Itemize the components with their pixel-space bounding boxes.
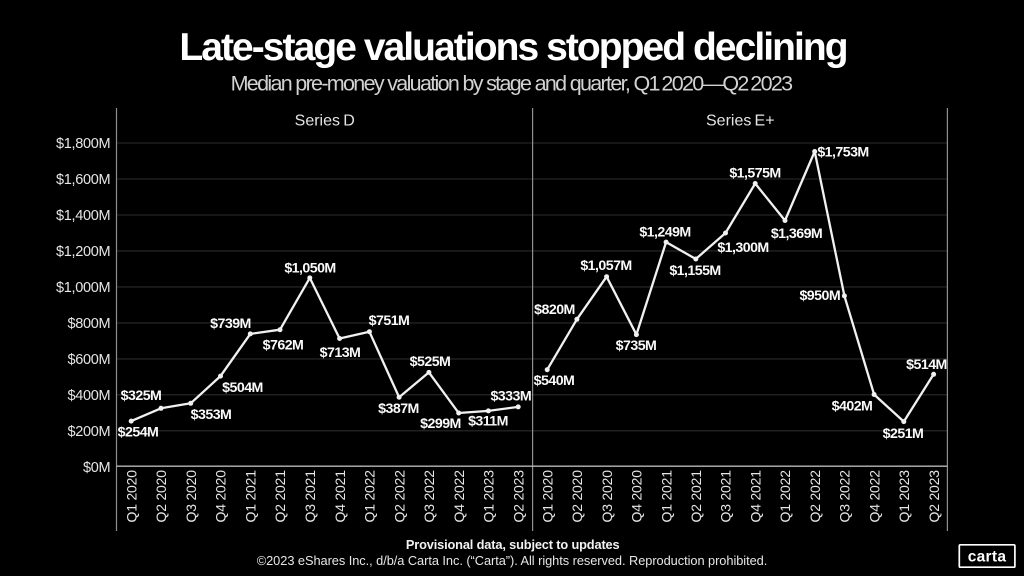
svg-text:Q3 2021: Q3 2021 bbox=[718, 470, 734, 523]
svg-text:$1,155M: $1,155M bbox=[669, 263, 720, 279]
svg-text:Q2 2023: Q2 2023 bbox=[926, 470, 942, 523]
svg-text:$1,600M: $1,600M bbox=[56, 172, 110, 188]
svg-text:Q4 2020: Q4 2020 bbox=[629, 470, 645, 523]
svg-text:©2023 eShares Inc., d/b/a Cart: ©2023 eShares Inc., d/b/a Carta Inc. (“C… bbox=[257, 553, 768, 568]
svg-text:$600M: $600M bbox=[67, 352, 110, 368]
svg-text:$1,753M: $1,753M bbox=[817, 145, 868, 161]
svg-text:Q1 2023: Q1 2023 bbox=[896, 470, 912, 523]
svg-text:$254M: $254M bbox=[118, 425, 159, 441]
svg-text:Q1 2023: Q1 2023 bbox=[481, 470, 497, 523]
svg-text:Q4 2020: Q4 2020 bbox=[213, 470, 229, 523]
svg-text:$1,057M: $1,057M bbox=[580, 258, 631, 274]
svg-text:Q2 2020: Q2 2020 bbox=[569, 470, 585, 523]
svg-text:$1,369M: $1,369M bbox=[771, 226, 822, 242]
svg-text:$311M: $311M bbox=[468, 414, 508, 430]
svg-text:$400M: $400M bbox=[67, 388, 110, 404]
svg-text:Provisional data, subject to u: Provisional data, subject to updates bbox=[406, 537, 620, 552]
svg-text:$1,575M: $1,575M bbox=[729, 166, 780, 182]
svg-text:$1,000M: $1,000M bbox=[56, 280, 110, 296]
svg-text:$1,249M: $1,249M bbox=[639, 225, 690, 241]
svg-text:Late-stage valuations stopped: Late-stage valuations stopped declining bbox=[179, 26, 846, 69]
svg-text:Q1 2021: Q1 2021 bbox=[243, 470, 259, 523]
svg-text:Q3 2020: Q3 2020 bbox=[183, 470, 199, 523]
svg-text:$762M: $762M bbox=[263, 338, 304, 354]
svg-text:$713M: $713M bbox=[320, 345, 361, 361]
svg-text:$402M: $402M bbox=[832, 399, 873, 415]
svg-text:$739M: $739M bbox=[210, 316, 251, 332]
svg-text:Q2 2022: Q2 2022 bbox=[391, 470, 407, 523]
svg-text:$387M: $387M bbox=[378, 401, 419, 417]
svg-text:Q3 2020: Q3 2020 bbox=[599, 470, 615, 523]
svg-text:Q1 2021: Q1 2021 bbox=[658, 470, 674, 523]
svg-text:$1,200M: $1,200M bbox=[56, 244, 110, 260]
svg-text:$800M: $800M bbox=[67, 316, 110, 332]
svg-text:$735M: $735M bbox=[616, 338, 657, 354]
svg-text:carta: carta bbox=[968, 548, 1007, 565]
svg-text:$540M: $540M bbox=[534, 373, 575, 389]
svg-text:Q4 2021: Q4 2021 bbox=[332, 470, 348, 523]
svg-text:$1,800M: $1,800M bbox=[56, 136, 110, 152]
svg-text:$333M: $333M bbox=[490, 389, 531, 405]
svg-text:Q3 2021: Q3 2021 bbox=[302, 470, 318, 523]
svg-text:Q1 2020: Q1 2020 bbox=[123, 470, 139, 523]
svg-text:$514M: $514M bbox=[906, 357, 947, 373]
svg-text:$0M: $0M bbox=[83, 460, 110, 476]
svg-text:$525M: $525M bbox=[410, 354, 451, 370]
svg-text:$299M: $299M bbox=[420, 416, 461, 432]
svg-text:Series D: Series D bbox=[295, 112, 355, 129]
svg-text:Q4 2021: Q4 2021 bbox=[747, 470, 763, 523]
svg-text:$1,050M: $1,050M bbox=[284, 261, 335, 277]
svg-text:$950M: $950M bbox=[799, 288, 840, 304]
svg-text:$504M: $504M bbox=[222, 380, 263, 396]
svg-text:Q4 2022: Q4 2022 bbox=[866, 470, 882, 523]
svg-text:$200M: $200M bbox=[67, 424, 110, 440]
svg-text:Q2 2022: Q2 2022 bbox=[807, 470, 823, 523]
svg-text:$820M: $820M bbox=[534, 302, 575, 318]
svg-text:$1,400M: $1,400M bbox=[56, 208, 110, 224]
svg-text:Q1 2022: Q1 2022 bbox=[777, 470, 793, 523]
svg-text:Series E+: Series E+ bbox=[706, 112, 775, 129]
svg-text:Q2 2020: Q2 2020 bbox=[153, 470, 169, 523]
svg-text:$1,300M: $1,300M bbox=[717, 240, 768, 256]
svg-text:Q2 2023: Q2 2023 bbox=[510, 470, 526, 523]
svg-text:Q3 2022: Q3 2022 bbox=[421, 470, 437, 523]
svg-text:$353M: $353M bbox=[191, 407, 232, 423]
svg-text:Q2 2021: Q2 2021 bbox=[688, 470, 704, 523]
svg-text:$325M: $325M bbox=[121, 388, 162, 404]
svg-text:Q4 2022: Q4 2022 bbox=[451, 470, 467, 523]
svg-text:Q3 2022: Q3 2022 bbox=[837, 470, 853, 523]
svg-text:$751M: $751M bbox=[369, 313, 410, 329]
svg-text:$251M: $251M bbox=[883, 426, 924, 442]
svg-text:Q2 2021: Q2 2021 bbox=[272, 470, 288, 523]
svg-text:Median pre-money valuation by: Median pre-money valuation by stage and … bbox=[231, 72, 794, 96]
svg-text:Q1 2020: Q1 2020 bbox=[539, 470, 555, 523]
svg-text:Q1 2022: Q1 2022 bbox=[362, 470, 378, 523]
